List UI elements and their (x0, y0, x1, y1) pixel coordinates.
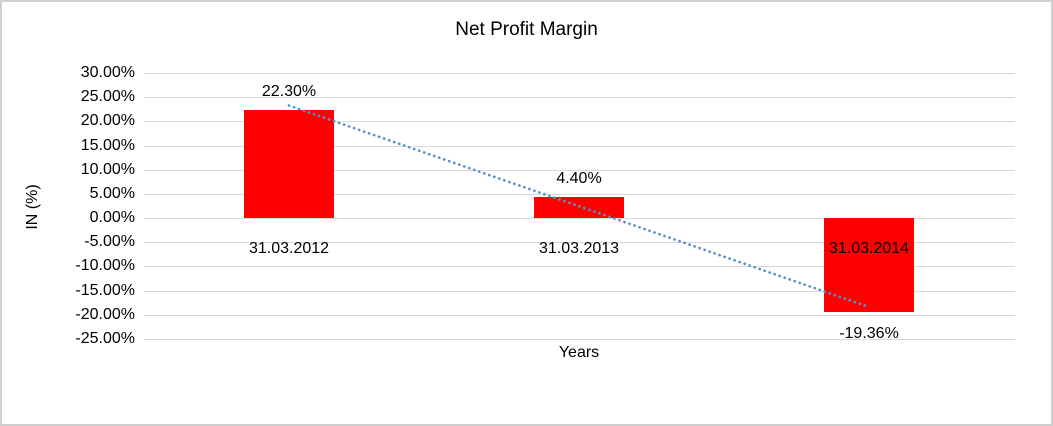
plot-area: 22.30% 4.40% -19.36% 31.03.2012 31.03.2013 31… (144, 73, 1015, 342)
y-tick-label: 20.00% (80, 112, 135, 130)
bar-31.03.2014 (824, 218, 914, 312)
category-label-31.03.2014: 31.03.2014 (828, 240, 910, 257)
y-tick-label: -25.00% (75, 330, 135, 347)
y-tick-label: -15.00% (75, 281, 135, 299)
y-tick-label: -10.00% (75, 257, 135, 275)
y-tick-label: -5.00% (84, 233, 135, 251)
bar-31.03.2012 (244, 110, 334, 219)
gridline (144, 339, 1015, 340)
y-tick-label: 15.00% (80, 136, 135, 154)
y-tick-label: 25.00% (80, 88, 135, 106)
y-tick-label: 5.00% (89, 184, 135, 202)
gridline (144, 97, 1015, 99)
gridline (144, 73, 1015, 74)
category-label-31.03.2013: 31.03.2013 (538, 240, 620, 257)
data-label-31.03.2012: 22.30% (261, 83, 317, 101)
y-tick-label: 0.00% (89, 209, 135, 227)
data-label-31.03.2013: 4.40% (556, 169, 602, 187)
y-tick-label: -20.00% (75, 305, 135, 323)
y-tick-label: 10.00% (80, 160, 135, 178)
category-label-31.03.2012: 31.03.2012 (248, 240, 330, 257)
y-axis-tick-labels: 30.00% 25.00% 20.00% 15.00% 10.00% 5.00% 0.00%… (38, 2, 135, 424)
y-tick-label: 30.00% (80, 64, 135, 81)
chart-title: Net Profit Margin (455, 19, 598, 40)
gridline (144, 314, 1015, 316)
data-label-31.03.2014: -19.36% (839, 324, 899, 342)
x-axis-title: Years (558, 344, 600, 361)
bar-31.03.2013 (534, 196, 624, 219)
